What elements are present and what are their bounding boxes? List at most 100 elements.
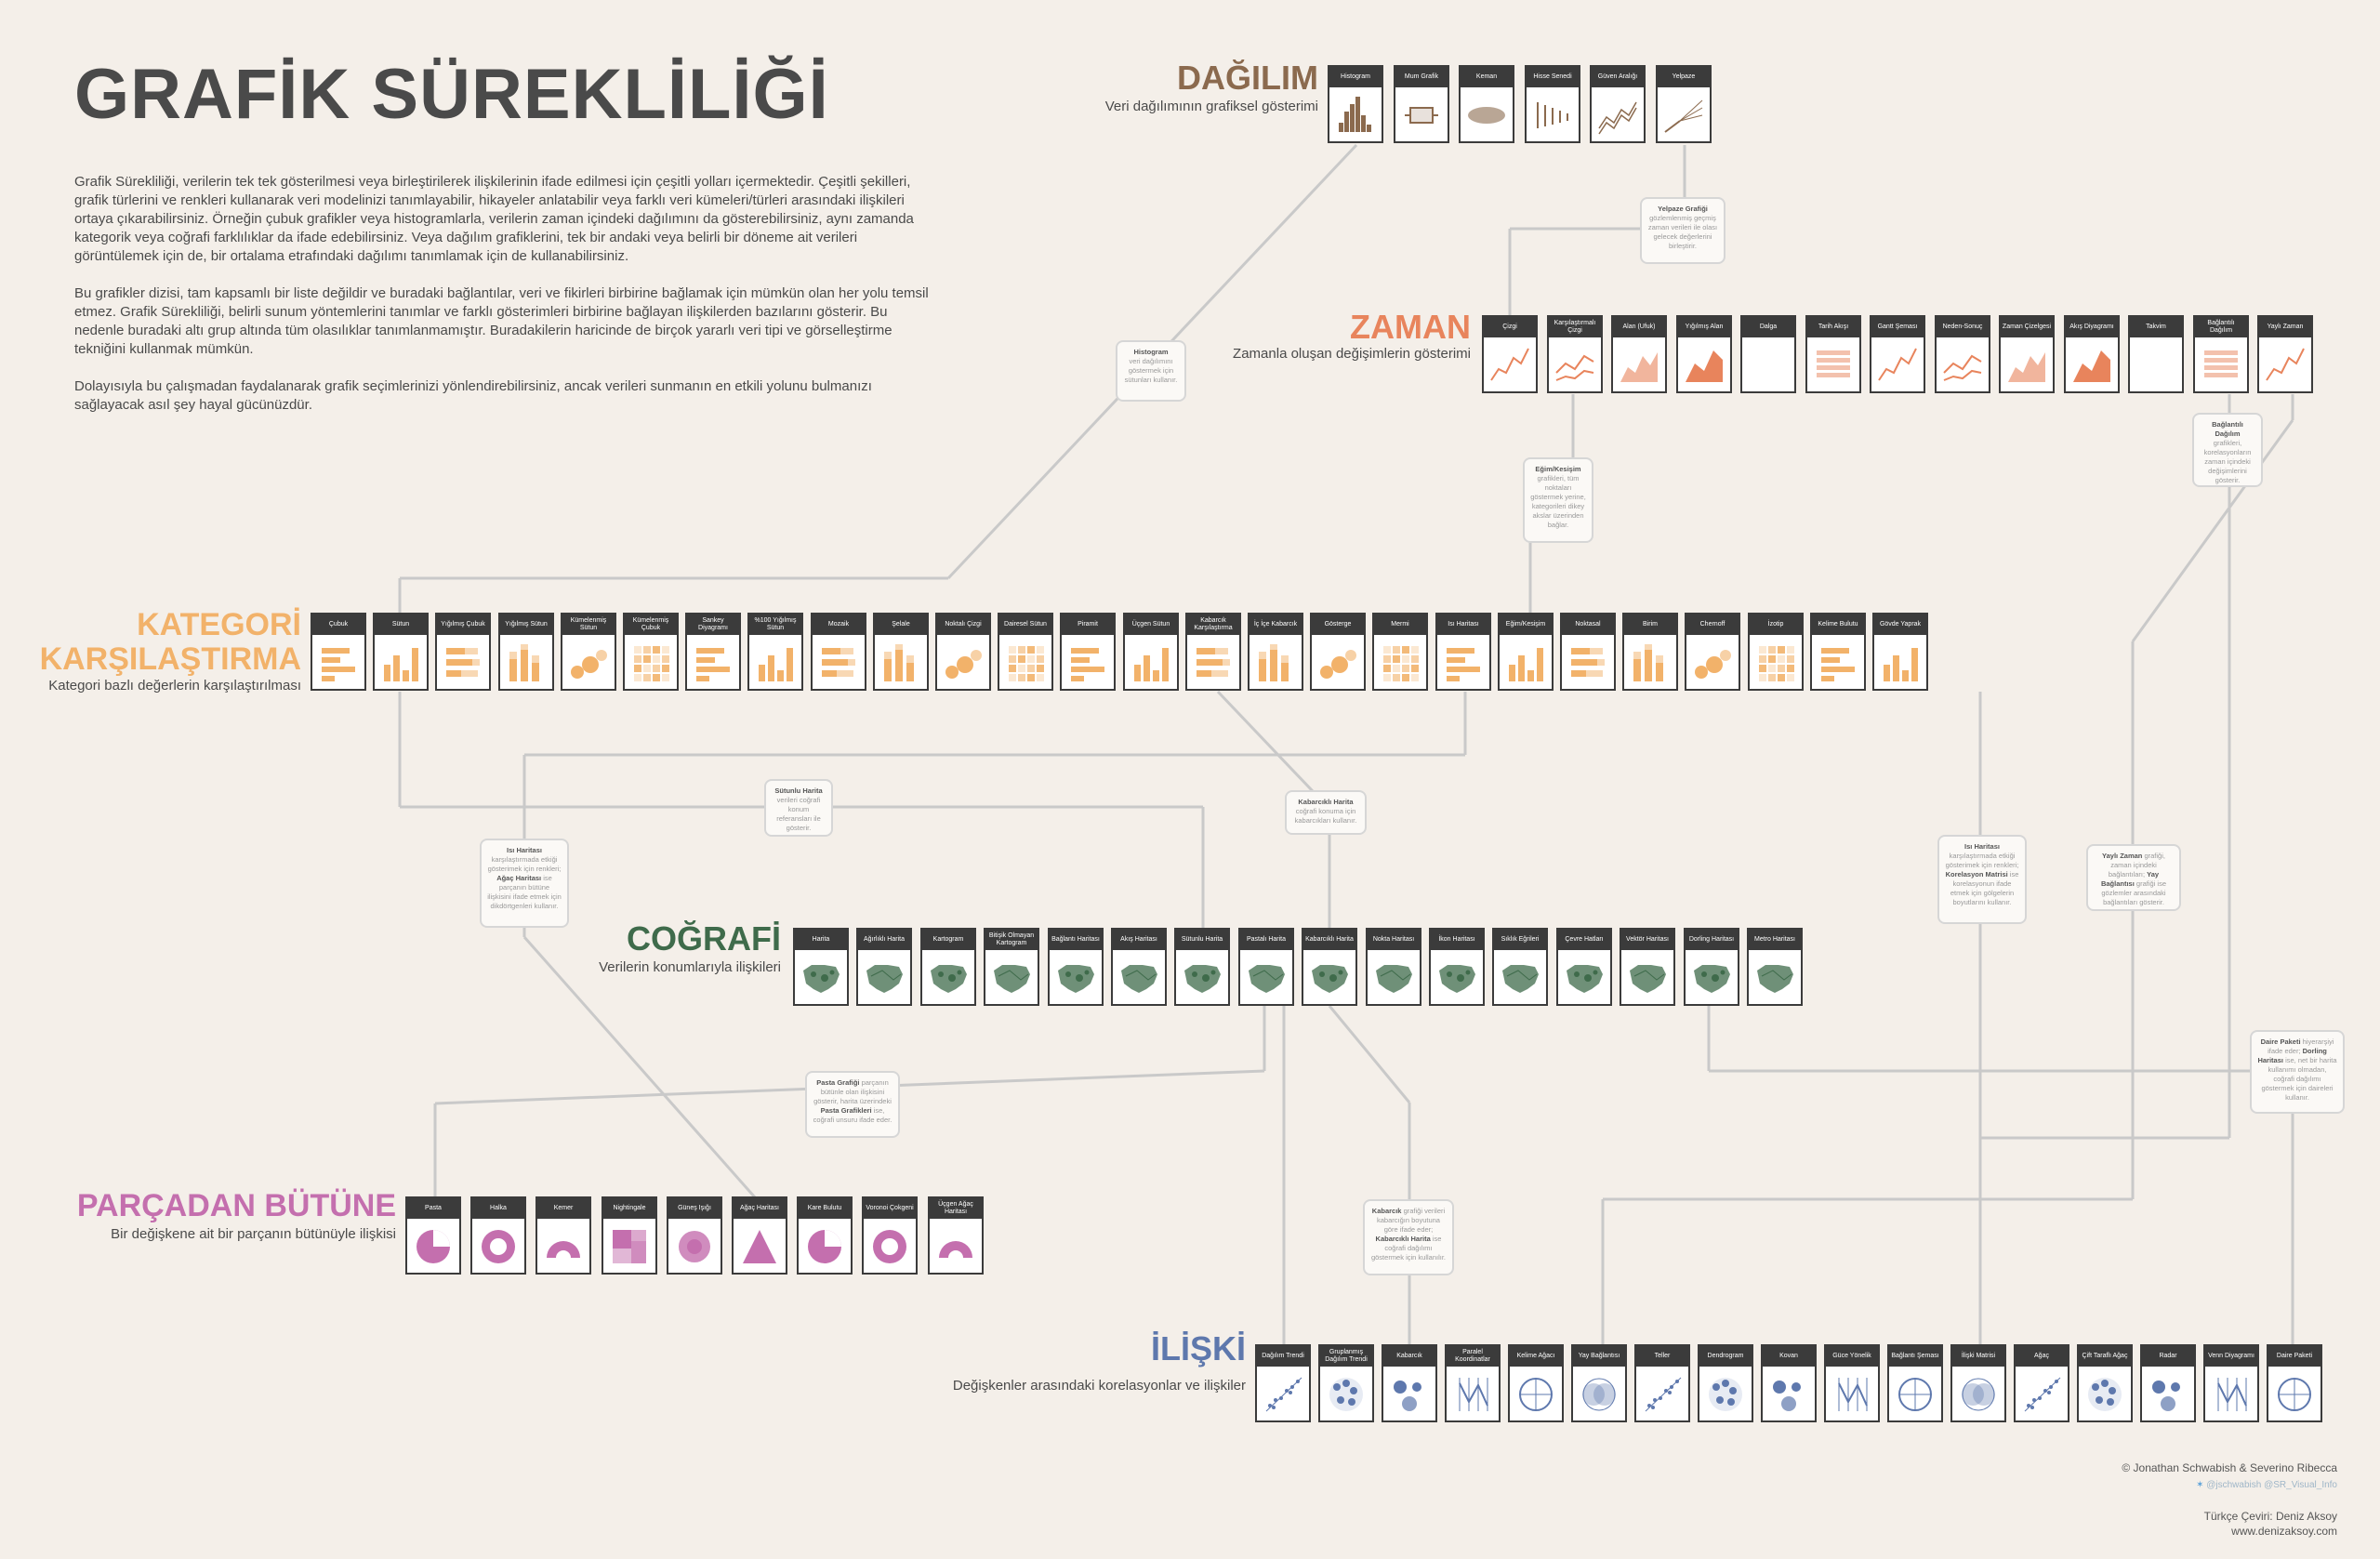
chart-card-kategori: Chernoff: [1685, 613, 1740, 691]
note-text: karşılaştırmada etkiği gösterimek için r…: [1945, 852, 2019, 869]
chart-card-label: Hisse Senedi: [1527, 67, 1579, 87]
chart-thumbnail-icon: [1705, 1374, 1746, 1415]
chart-thumbnail-icon: [1326, 1374, 1367, 1415]
chart-card-label: Mermi: [1374, 614, 1426, 635]
note-head: Yelpaze Grafiği: [1658, 205, 1708, 213]
note-head-2: Korelasyon Matrisi: [1945, 870, 2008, 879]
chart-card-cografi: Kabarcıklı Harita: [1302, 928, 1357, 1006]
note-head: Kabarcık: [1371, 1207, 1402, 1215]
chart-card-label: Ağırlıklı Harita: [858, 930, 910, 950]
chart-card-label: Kovan: [1763, 1346, 1815, 1367]
credits-authors: © Jonathan Schwabish & Severino Ribecca: [2122, 1461, 2337, 1474]
chart-card-label: Dorling Haritası: [1686, 930, 1738, 950]
chart-card-kategori: Şelale: [873, 613, 929, 691]
chart-card-cografi: Dorling Haritası: [1684, 928, 1739, 1006]
chart-card-label: Şelale: [875, 614, 927, 635]
chart-thumbnail-icon: [609, 1226, 650, 1267]
chart-card-kategori: Kümelenmiş Çubuk: [623, 613, 679, 691]
chart-card-kategori: Noktalı Çizgi: [935, 613, 991, 691]
chart-card-label: Dendrogram: [1699, 1346, 1752, 1367]
note-text: verileri coğrafi konum referansları ile …: [776, 796, 821, 832]
chart-card-zaman: Akış Diyagramı: [2064, 315, 2120, 393]
chart-card-cografi: Nokta Haritası: [1366, 928, 1421, 1006]
chart-card-iliski: Çift Taraflı Ağaç: [2077, 1344, 2133, 1422]
chart-thumbnail-icon: [1255, 642, 1296, 683]
chart-thumbnail-icon: [1193, 642, 1234, 683]
note-baglantili: Bağlantılı Dağılım grafikleri, korelasyon…: [2192, 413, 2263, 487]
chart-card-label: Güneş Işığı: [668, 1198, 721, 1219]
chart-card-label: Pastalı Harita: [1240, 930, 1292, 950]
chart-card-iliski: Daire Paketi: [2267, 1344, 2322, 1422]
chart-thumbnail-icon: [2148, 1374, 2188, 1415]
chart-card-cografi: İkon Haritası: [1429, 928, 1485, 1006]
note-head: Pasta Grafiği: [816, 1078, 860, 1087]
chart-thumbnail-icon: [1663, 95, 1704, 136]
chart-thumbnail-icon: [1831, 1374, 1872, 1415]
chart-thumbnail-icon: [1443, 642, 1484, 683]
chart-card-zaman: Zaman Çizelgesi: [1999, 315, 2055, 393]
chart-card-label: Isı Haritası: [1437, 614, 1489, 635]
chart-thumbnail-icon: [1748, 345, 1789, 386]
connector-line: [2131, 419, 2294, 642]
chart-thumbnail-icon: [1630, 642, 1671, 683]
connector-line: [1216, 690, 1331, 811]
iliski-subtitle: Değişkenler arasındaki korelasyonlar ve …: [952, 1378, 1246, 1394]
chart-card-parca: Kemer: [536, 1196, 591, 1275]
chart-thumbnail-icon: [818, 642, 859, 683]
chart-card-zaman: Karşılaştırmalı Çizgi: [1547, 315, 1603, 393]
note-text: gözlemlenmiş geçmiş zaman verileri ile o…: [1647, 214, 1718, 250]
note-head: Isı Haritası: [1964, 842, 2000, 851]
chart-card-kategori: Yığılmış Sütun: [498, 613, 554, 691]
chart-thumbnail-icon: [1564, 958, 1605, 998]
chart-thumbnail-icon: [2201, 345, 2241, 386]
chart-thumbnail-icon: [1942, 345, 1983, 386]
chart-card-parca: Kare Bulutu: [797, 1196, 853, 1275]
chart-card-parca: Halka: [470, 1196, 526, 1275]
chart-card-label: Noktalı Çizgi: [937, 614, 989, 635]
chart-card-label: Çevre Hatları: [1558, 930, 1610, 950]
credits-website[interactable]: www.denizaksoy.com: [2231, 1525, 2337, 1538]
chart-card-dagilim: Mum Grafik: [1394, 65, 1449, 143]
chart-card-parca: Ağaç Haritası: [732, 1196, 787, 1275]
chart-card-label: Ağaç: [2016, 1346, 2068, 1367]
chart-thumbnail-icon: [1642, 1374, 1683, 1415]
chart-card-cografi: Bağlantı Haritası: [1048, 928, 1104, 1006]
chart-card-label: Üçgen Sütun: [1125, 614, 1177, 635]
chart-card-dagilim: Hisse Senedi: [1525, 65, 1580, 143]
chart-card-label: Bağlantılı Dağılım: [2195, 317, 2247, 337]
chart-card-label: Sütunlu Harita: [1176, 930, 1228, 950]
connector-line: [1328, 1005, 1411, 1103]
note-yayli-zaman: Yaylı Zaman grafiği, zaman içindeki bağl…: [2086, 844, 2181, 911]
chart-card-label: Yelpaze: [1658, 67, 1710, 87]
chart-card-dagilim: Histogram: [1328, 65, 1383, 143]
chart-card-label: Gruplanmış Dağılım Trendi: [1320, 1346, 1372, 1367]
chart-card-label: Çift Taraflı Ağaç: [2079, 1346, 2131, 1367]
chart-thumbnail-icon: [1691, 958, 1732, 998]
note-histogram: Histogram veri dağılımını göstermek için …: [1116, 340, 1186, 402]
chart-card-label: Kabarcık: [1383, 1346, 1435, 1367]
chart-thumbnail-icon: [1373, 958, 1414, 998]
chart-thumbnail-icon: [800, 958, 841, 998]
chart-thumbnail-icon: [1567, 642, 1608, 683]
chart-card-label: Dalga: [1742, 317, 1794, 337]
chart-thumbnail-icon: [2084, 1374, 2125, 1415]
chart-card-kategori: %100 Yığılmış Sütun: [747, 613, 803, 691]
chart-card-kategori: Noktasal: [1560, 613, 1616, 691]
chart-card-label: Gantt Şeması: [1871, 317, 1924, 337]
chart-card-label: Gövde Yaprak: [1874, 614, 1926, 635]
chart-card-zaman: Tarih Akışı: [1805, 315, 1861, 393]
cografi-title: COĞRAFİ: [627, 919, 781, 958]
chart-thumbnail-icon: [1505, 642, 1546, 683]
chart-card-label: Nokta Haritası: [1368, 930, 1420, 950]
kategori-subtitle: Kategori bazlı değerlerin karşılaştırılm…: [48, 678, 301, 694]
chart-card-iliski: Radar: [2140, 1344, 2196, 1422]
chart-card-iliski: Kovan: [1761, 1344, 1817, 1422]
iliski-title: İLİŞKİ: [1150, 1329, 1246, 1367]
chart-card-label: Akış Haritası: [1113, 930, 1165, 950]
chart-card-label: Nightingale: [603, 1198, 655, 1219]
connector-line: [522, 936, 757, 1198]
chart-card-label: Kümelenmiş Çubuk: [625, 614, 677, 635]
chart-card-label: Dairesel Sütun: [999, 614, 1051, 635]
chart-card-label: Alan (Ufuk): [1613, 317, 1665, 337]
chart-thumbnail-icon: [1067, 642, 1108, 683]
